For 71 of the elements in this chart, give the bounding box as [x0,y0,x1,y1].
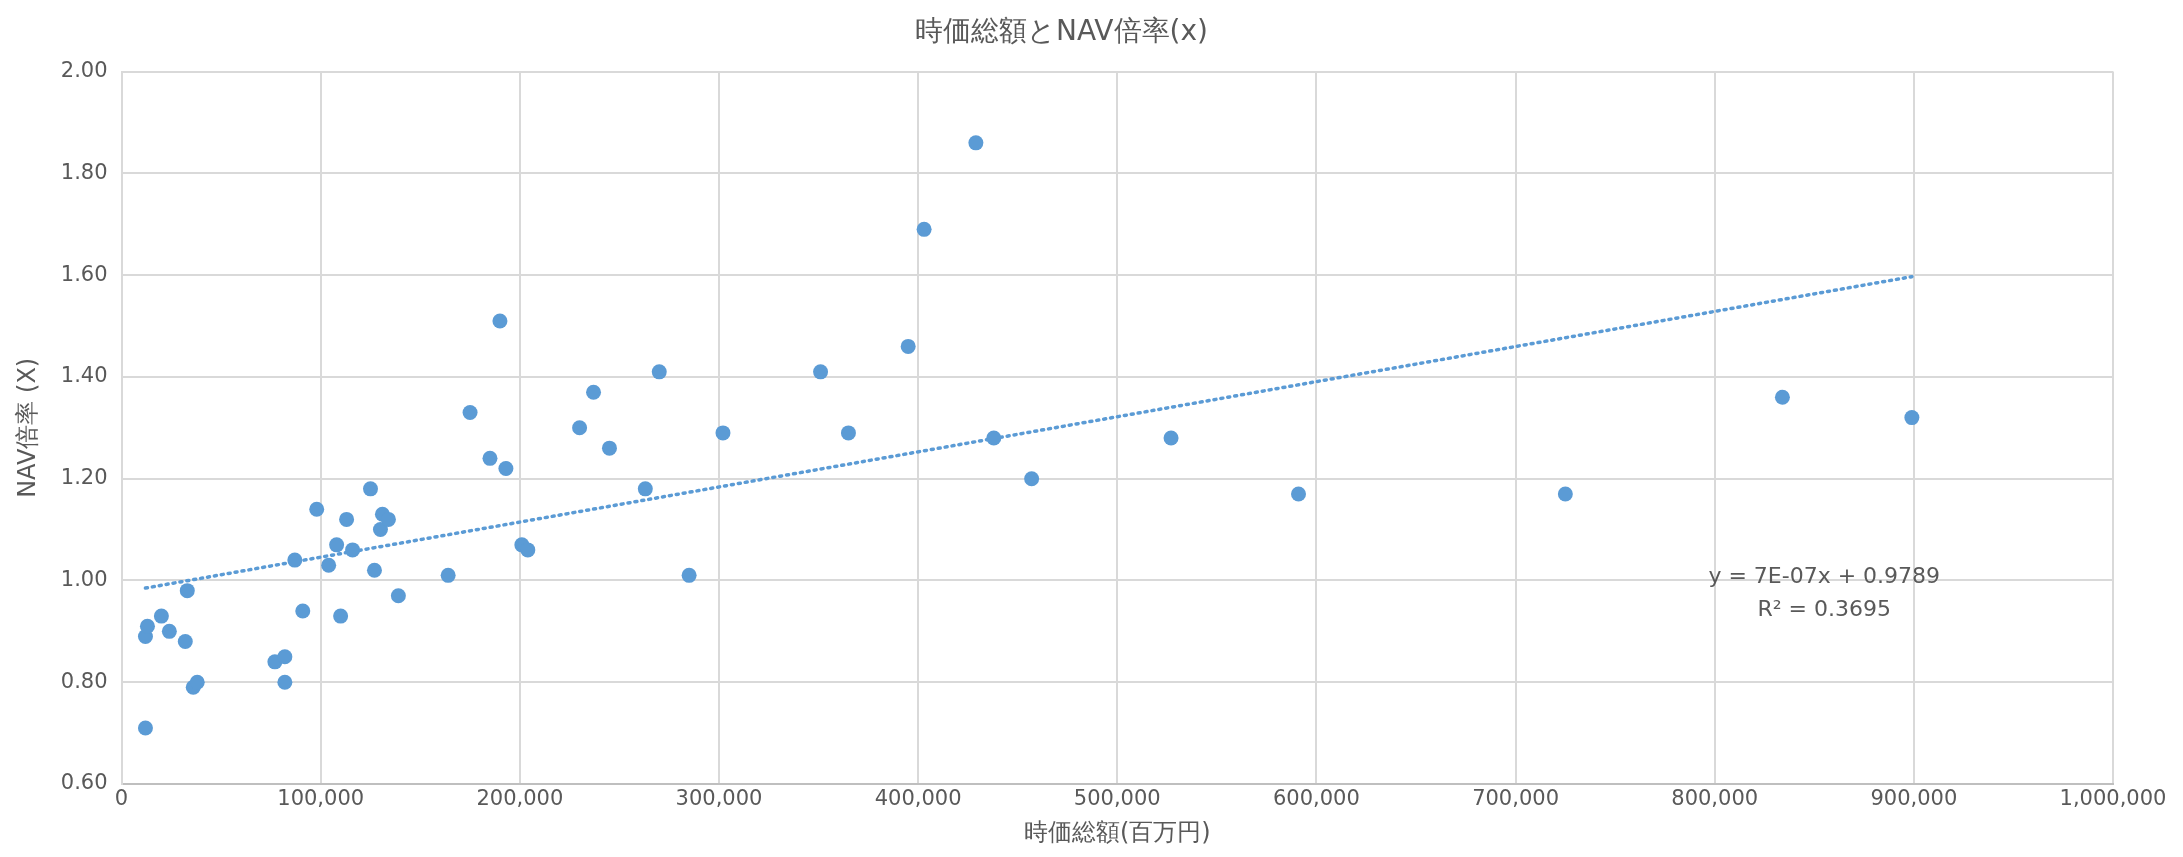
y-tick-label: 0.60 [60,770,108,795]
point [177,634,193,650]
point [601,440,617,456]
x-tick-label: 600,000 [1273,786,1360,811]
y-tick-label: 1.40 [60,363,108,388]
point [277,649,293,665]
x-tick-label: 300,000 [675,786,763,811]
point [333,608,349,624]
point [462,405,478,421]
point [637,481,653,497]
y-tick-label: 2.00 [60,58,108,83]
point [440,567,456,583]
point [498,461,514,477]
point [179,583,195,599]
point [681,567,697,583]
point [1291,486,1306,502]
point [372,522,388,538]
point [161,623,177,639]
x-tick-label: 100,000 [277,786,365,811]
annotation: R² = 0.3695 [1757,596,1891,622]
point [139,618,155,634]
point [900,338,916,354]
point [1774,389,1790,405]
x-tick-label: 800,000 [1671,786,1759,811]
point [277,674,293,690]
point [1557,486,1573,502]
point [986,430,1002,446]
point [813,364,829,380]
point [651,364,667,380]
y-tick-label: 1.00 [60,566,108,591]
point [339,511,355,527]
point [295,603,311,619]
point [390,588,406,604]
y-tick-label: 1.20 [60,465,108,490]
point [287,552,303,568]
x-tick-label: 0 [114,786,129,811]
point [572,420,588,436]
point [366,562,382,578]
point [137,720,153,736]
x-tick-label: 500,000 [1073,786,1161,811]
x-tick-label: 200,000 [476,786,564,811]
point [321,557,337,573]
point [840,425,856,441]
point [968,135,984,151]
point [1024,471,1040,487]
point [189,674,205,690]
point [1163,430,1179,446]
point [586,384,602,400]
y-tick-label: 1.80 [60,159,108,184]
point [153,608,169,624]
y-tick-label: 0.80 [60,668,108,693]
point [345,542,361,558]
point [1904,410,1920,426]
annotation: y = 7E-07x + 0.9789 [1708,563,1941,589]
point [329,537,345,553]
point [492,313,508,329]
point [520,542,536,558]
point [309,501,325,517]
x-tick-label: 400,000 [874,786,962,811]
y-axis-title: NAV倍率 (X) [12,357,41,498]
x-axis-title: 時価総額(百万円) [1023,817,1211,846]
point [715,425,731,441]
x-tick-label: 900,000 [1870,786,1958,811]
x-tick-label: 700,000 [1472,786,1559,811]
x-tick-label: 1,000,000 [2059,786,2167,811]
y-tick-label: 1.60 [60,261,108,286]
point [362,481,378,497]
chart-title: 時価総額とNAV倍率(x) [915,14,1208,48]
point [482,450,498,466]
point [916,221,932,237]
point [380,511,396,527]
